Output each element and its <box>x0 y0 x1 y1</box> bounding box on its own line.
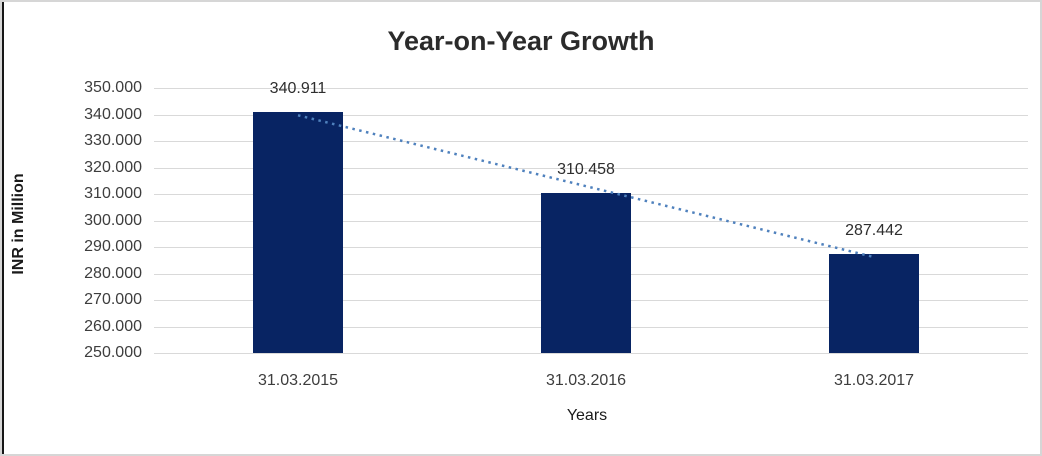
y-tick-label: 260.000 <box>84 317 142 335</box>
data-label: 310.458 <box>557 160 615 178</box>
data-label: 287.442 <box>845 221 903 239</box>
x-tick-label: 31.03.2017 <box>833 372 915 389</box>
x-tick-label: 31.03.2015 <box>257 372 339 389</box>
bar <box>253 112 343 353</box>
y-axis-title: INR in Million <box>10 173 27 275</box>
y-tick-label: 290.000 <box>84 238 142 255</box>
y-tick-label: 320.000 <box>84 158 142 176</box>
y-tick-label: 310.000 <box>84 185 142 202</box>
y-tick-label: 350.000 <box>84 79 142 96</box>
x-axis-title: Years <box>566 407 608 424</box>
y-tick-label: 280.000 <box>84 264 142 282</box>
y-tick-label: 300.000 <box>84 211 142 229</box>
y-tick-label: 270.000 <box>84 291 142 308</box>
gridline <box>154 353 1028 354</box>
bar <box>829 253 919 353</box>
x-tick-label: 31.03.2016 <box>545 372 627 389</box>
frame-left-edge <box>2 2 4 454</box>
chart-title: Year-on-Year Growth <box>387 26 655 56</box>
gridline <box>154 88 1028 89</box>
y-tick-label: 330.000 <box>84 132 142 149</box>
bar <box>541 192 631 353</box>
y-tick-label: 250.000 <box>84 344 142 361</box>
data-label: 340.911 <box>269 80 327 98</box>
y-tick-label: 340.000 <box>84 105 142 123</box>
